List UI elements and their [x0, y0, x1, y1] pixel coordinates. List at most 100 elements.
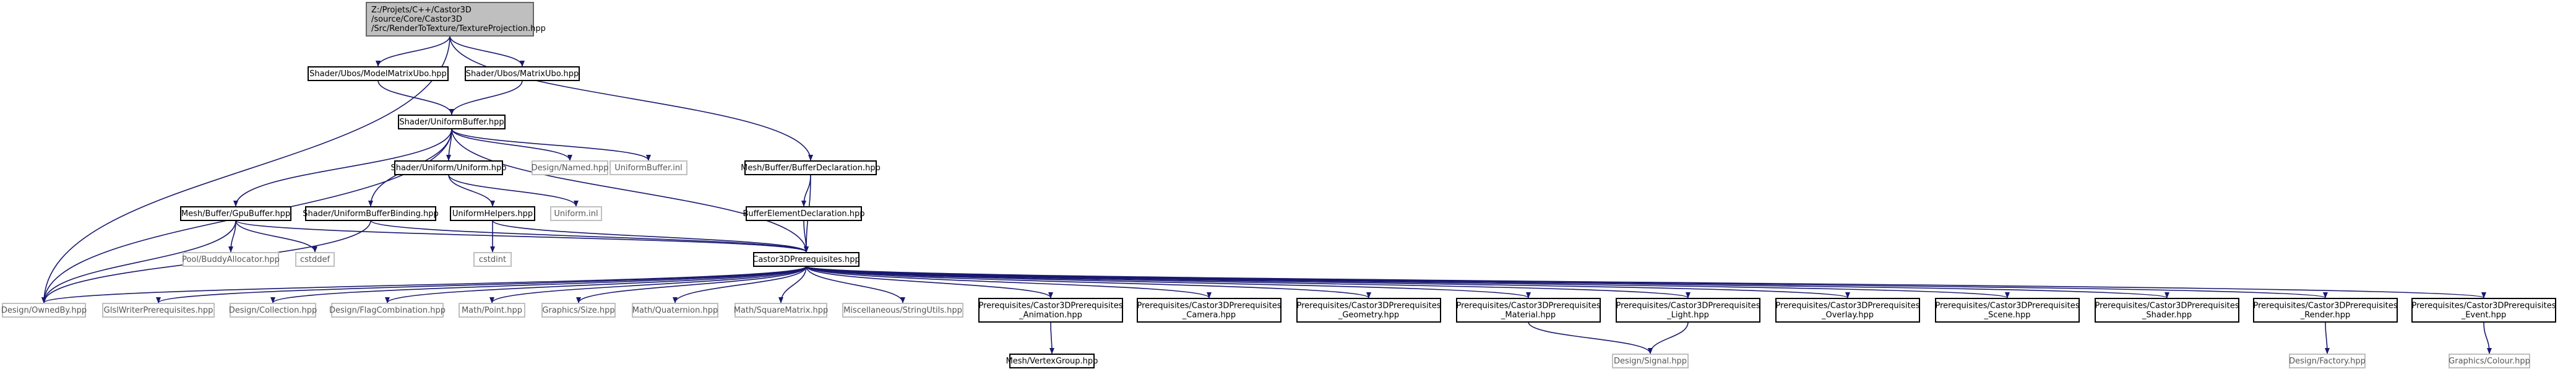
node-p_light[interactable]: Prerequisites/Castor3DPrerequisites_Ligh… — [1616, 298, 1760, 323]
node-box — [1616, 298, 1760, 323]
node-box — [450, 206, 535, 221]
node-label: Prerequisites/Castor3DPrerequisites — [1137, 302, 1281, 311]
node-label: /source/Core/Castor3D — [371, 15, 462, 24]
node-p_camera[interactable]: Prerequisites/Castor3DPrerequisites_Came… — [1137, 298, 1282, 323]
edge-gpubuffer-to-prereq — [235, 220, 809, 253]
node-box — [541, 303, 616, 318]
node-bufferdecl[interactable]: Mesh/Buffer/BufferDeclaration.hpp — [741, 160, 881, 175]
node-box — [308, 66, 449, 81]
node-label: cstdint — [479, 255, 506, 264]
node-p_anim[interactable]: Prerequisites/Castor3DPrerequisites_Anim… — [978, 298, 1123, 323]
edge-prereq-to-p_render — [806, 266, 2328, 298]
node-label: BufferElementDeclaration.hpp — [743, 209, 864, 219]
node-label: /Src/RenderToTexture/TextureProjection.h… — [371, 24, 546, 33]
node-uniformhelpers[interactable]: UniformHelpers.hpp — [450, 206, 535, 221]
node-label: _Event.hpp — [2461, 311, 2507, 320]
edge-uniformbuffer-to-designnamed — [451, 128, 572, 161]
node-label: Prerequisites/Castor3DPrerequisites — [1616, 302, 1760, 311]
edge-p_render-to-designfactory — [2324, 321, 2330, 354]
edge-prereq-to-mathquat — [673, 266, 807, 303]
node-root[interactable]: Z:/Projets/C++/Castor3D/source/Core/Cast… — [366, 2, 546, 37]
node-box — [1935, 298, 2080, 323]
edge-prereq-to-p_overlay — [806, 266, 1850, 298]
edge-prereq-to-miscstring — [806, 266, 905, 303]
node-label: Design/FlagCombination.hpp — [329, 306, 446, 315]
node-box — [734, 303, 827, 318]
edge-modelmatrixubo-to-uniformbuffer — [377, 80, 454, 115]
node-box — [305, 206, 436, 221]
node-box — [366, 2, 534, 37]
node-label: Prerequisites/Castor3DPrerequisites — [1296, 302, 1441, 311]
node-vertexgroup[interactable]: Mesh/VertexGroup.hpp — [1006, 354, 1098, 368]
node-label: Prerequisites/Castor3DPrerequisites — [2253, 302, 2397, 311]
edge-prereq-to-mathpoint — [489, 266, 807, 303]
node-box — [1009, 354, 1095, 368]
edge-uniformhpp-to-uniformhelpers — [448, 174, 495, 207]
node-label: _Shader.hpp — [2142, 311, 2192, 320]
node-p_shader[interactable]: Prerequisites/Castor3DPrerequisites_Shad… — [2095, 298, 2239, 323]
node-label: Prerequisites/Castor3DPrerequisites — [1456, 302, 1600, 311]
node-box — [532, 160, 608, 175]
edge-prereq-to-p_light — [806, 266, 1691, 298]
node-mathsqmat: Math/SquareMatrix.hpp — [734, 303, 828, 318]
node-label: Uniform.inl — [554, 209, 598, 219]
node-p_scene[interactable]: Prerequisites/Castor3DPrerequisites_Scen… — [1935, 298, 2080, 323]
node-box — [331, 303, 444, 318]
node-label: _Light.hpp — [1666, 311, 1709, 320]
node-prereq[interactable]: Castor3DPrerequisites.hpp — [752, 252, 860, 267]
node-matrixubo[interactable]: Shader/Ubos/MatrixUbo.hpp — [465, 66, 580, 81]
node-label: UniformHelpers.hpp — [452, 209, 533, 219]
node-mathpoint: Math/Point.hpp — [459, 303, 525, 318]
node-cstddef: cstddef — [295, 252, 335, 267]
node-label: Design/Signal.hpp — [1614, 357, 1687, 366]
edge-prereq-to-p_camera — [806, 266, 1212, 298]
node-p_geom[interactable]: Prerequisites/Castor3DPrerequisites_Geom… — [1296, 298, 1441, 323]
node-box — [842, 303, 963, 318]
edge-uniformhelpers-to-prereq — [492, 220, 809, 253]
node-box — [2411, 298, 2556, 323]
edge-prereq-to-flagcomb — [385, 266, 807, 303]
node-collection: Design/Collection.hpp — [229, 303, 317, 318]
node-label: Prerequisites/Castor3DPrerequisites — [2411, 302, 2556, 311]
edge-root-to-bufferdecl — [449, 35, 813, 161]
node-p_material[interactable]: Prerequisites/Castor3DPrerequisites_Mate… — [1456, 298, 1601, 323]
node-modelmatrixubo[interactable]: Shader/Ubos/ModelMatrixUbo.hpp — [308, 66, 449, 81]
node-glslwriter: GlslWriterPrerequisites.hpp — [102, 303, 215, 318]
edge-prereq-to-p_scene — [806, 266, 2010, 298]
node-bufferelemdecl[interactable]: BufferElementDeclaration.hpp — [743, 206, 865, 221]
node-p_event[interactable]: Prerequisites/Castor3DPrerequisites_Even… — [2411, 298, 2556, 323]
node-label: _Material.hpp — [1501, 311, 1556, 320]
node-cstdint: cstdint — [473, 252, 512, 267]
node-box — [473, 252, 512, 267]
edge-prereq-to-p_event — [806, 266, 2486, 298]
node-ubobinding[interactable]: Shader/UniformBufferBinding.hpp — [303, 206, 439, 221]
node-box — [550, 206, 602, 221]
node-box — [2449, 354, 2530, 368]
node-box — [230, 303, 316, 318]
node-label: Math/SquareMatrix.hpp — [734, 306, 828, 315]
node-gpubuffer[interactable]: Mesh/Buffer/GpuBuffer.hpp — [180, 206, 291, 221]
node-p_render[interactable]: Prerequisites/Castor3DPrerequisites_Rend… — [2253, 298, 2398, 323]
node-box — [459, 303, 525, 318]
node-ownedby: Design/OwnedBy.hpp — [1, 303, 87, 318]
edge-prereq-to-graphicssize — [576, 266, 807, 303]
node-uniformhpp[interactable]: Shader/Uniform/Uniform.hpp — [390, 160, 507, 175]
node-box — [610, 160, 687, 175]
node-box — [295, 252, 335, 267]
node-label: Prerequisites/Castor3DPrerequisites — [2095, 302, 2239, 311]
node-box — [2253, 298, 2398, 323]
edge-prereq-to-p_geom — [806, 266, 1371, 298]
node-label: Pool/BuddyAllocator.hpp — [182, 255, 280, 264]
file-nodes: Z:/Projets/C++/Castor3D/source/Core/Cast… — [1, 2, 2556, 368]
node-label: Z:/Projets/C++/Castor3D — [371, 6, 472, 15]
node-box — [465, 66, 580, 81]
node-label: Graphics/Size.hpp — [542, 306, 614, 315]
node-label: cstddef — [300, 255, 330, 264]
node-label: _Camera.hpp — [1182, 311, 1236, 320]
node-label: Prerequisites/Castor3DPrerequisites — [1775, 302, 1919, 311]
node-p_overlay[interactable]: Prerequisites/Castor3DPrerequisites_Over… — [1775, 298, 1920, 323]
node-label: _Scene.hpp — [1983, 311, 2030, 320]
edge-p_event-to-graphicscolour — [2483, 321, 2492, 354]
node-uniformbuffer[interactable]: Shader/UniformBuffer.hpp — [398, 115, 506, 129]
node-label: Prerequisites/Castor3DPrerequisites — [978, 302, 1122, 311]
